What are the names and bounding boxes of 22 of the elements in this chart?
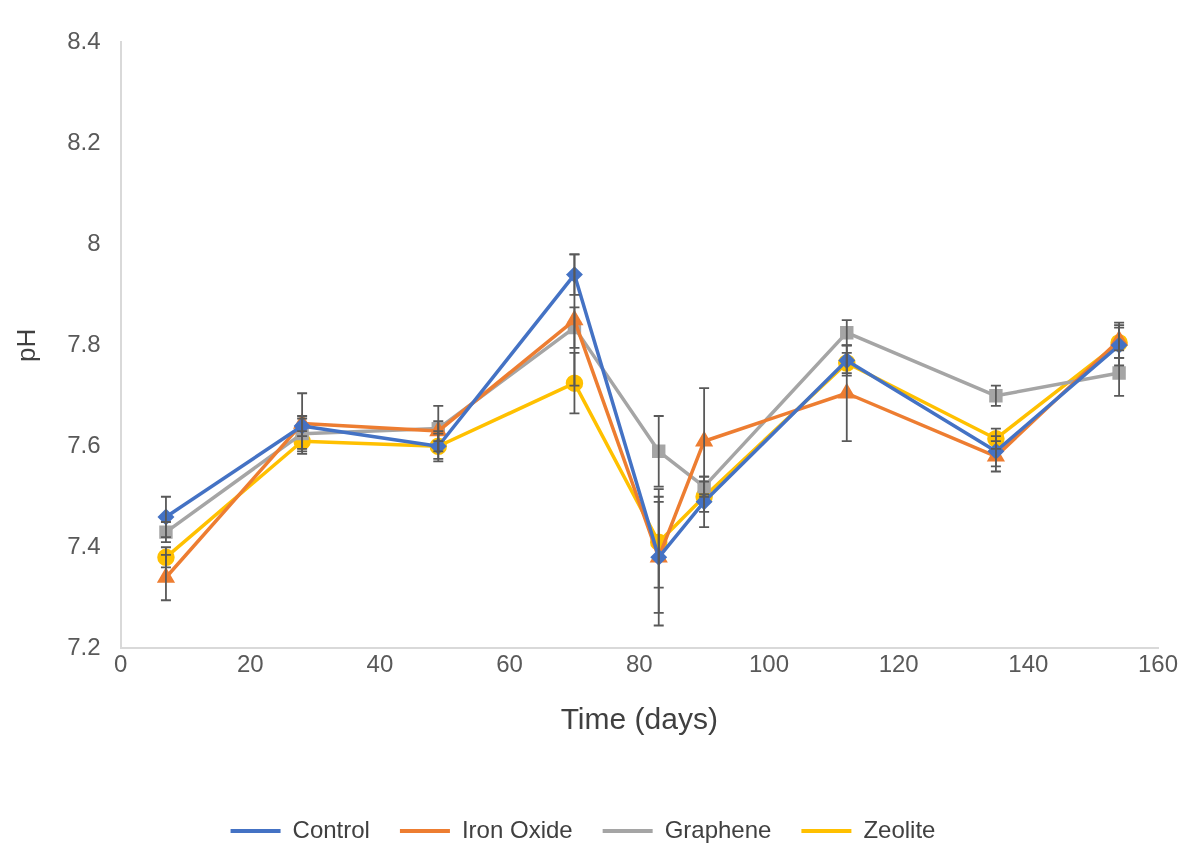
x-tick-label: 160 xyxy=(1137,650,1179,678)
y-tick-label: 7.8 xyxy=(67,329,101,357)
y-tick-label: 7.4 xyxy=(67,531,101,559)
x-tick-label: 100 xyxy=(748,650,789,678)
y-axis-title: pH xyxy=(10,328,41,362)
y-tick-label: 7.6 xyxy=(67,430,101,458)
x-tick-label: 20 xyxy=(236,650,264,678)
x-tick-label: 60 xyxy=(496,650,523,678)
legend-label: Zeolite xyxy=(863,815,936,843)
y-tick-label: 8.2 xyxy=(67,127,101,155)
y-tick-label: 8.4 xyxy=(67,27,101,55)
legend-label: Iron Oxide xyxy=(461,815,573,843)
legend-label: Control xyxy=(292,815,370,843)
x-tick-label: 40 xyxy=(366,650,394,678)
x-axis-title: Time (days) xyxy=(560,702,718,736)
y-tick-label: 8 xyxy=(87,228,101,256)
x-tick-label: 0 xyxy=(113,650,128,678)
x-tick-label: 80 xyxy=(625,650,653,678)
x-tick-label: 140 xyxy=(1008,650,1049,678)
y-tick-label: 7.2 xyxy=(67,632,101,660)
legend-label: Graphene xyxy=(664,815,772,843)
x-tick-label: 120 xyxy=(878,650,919,678)
